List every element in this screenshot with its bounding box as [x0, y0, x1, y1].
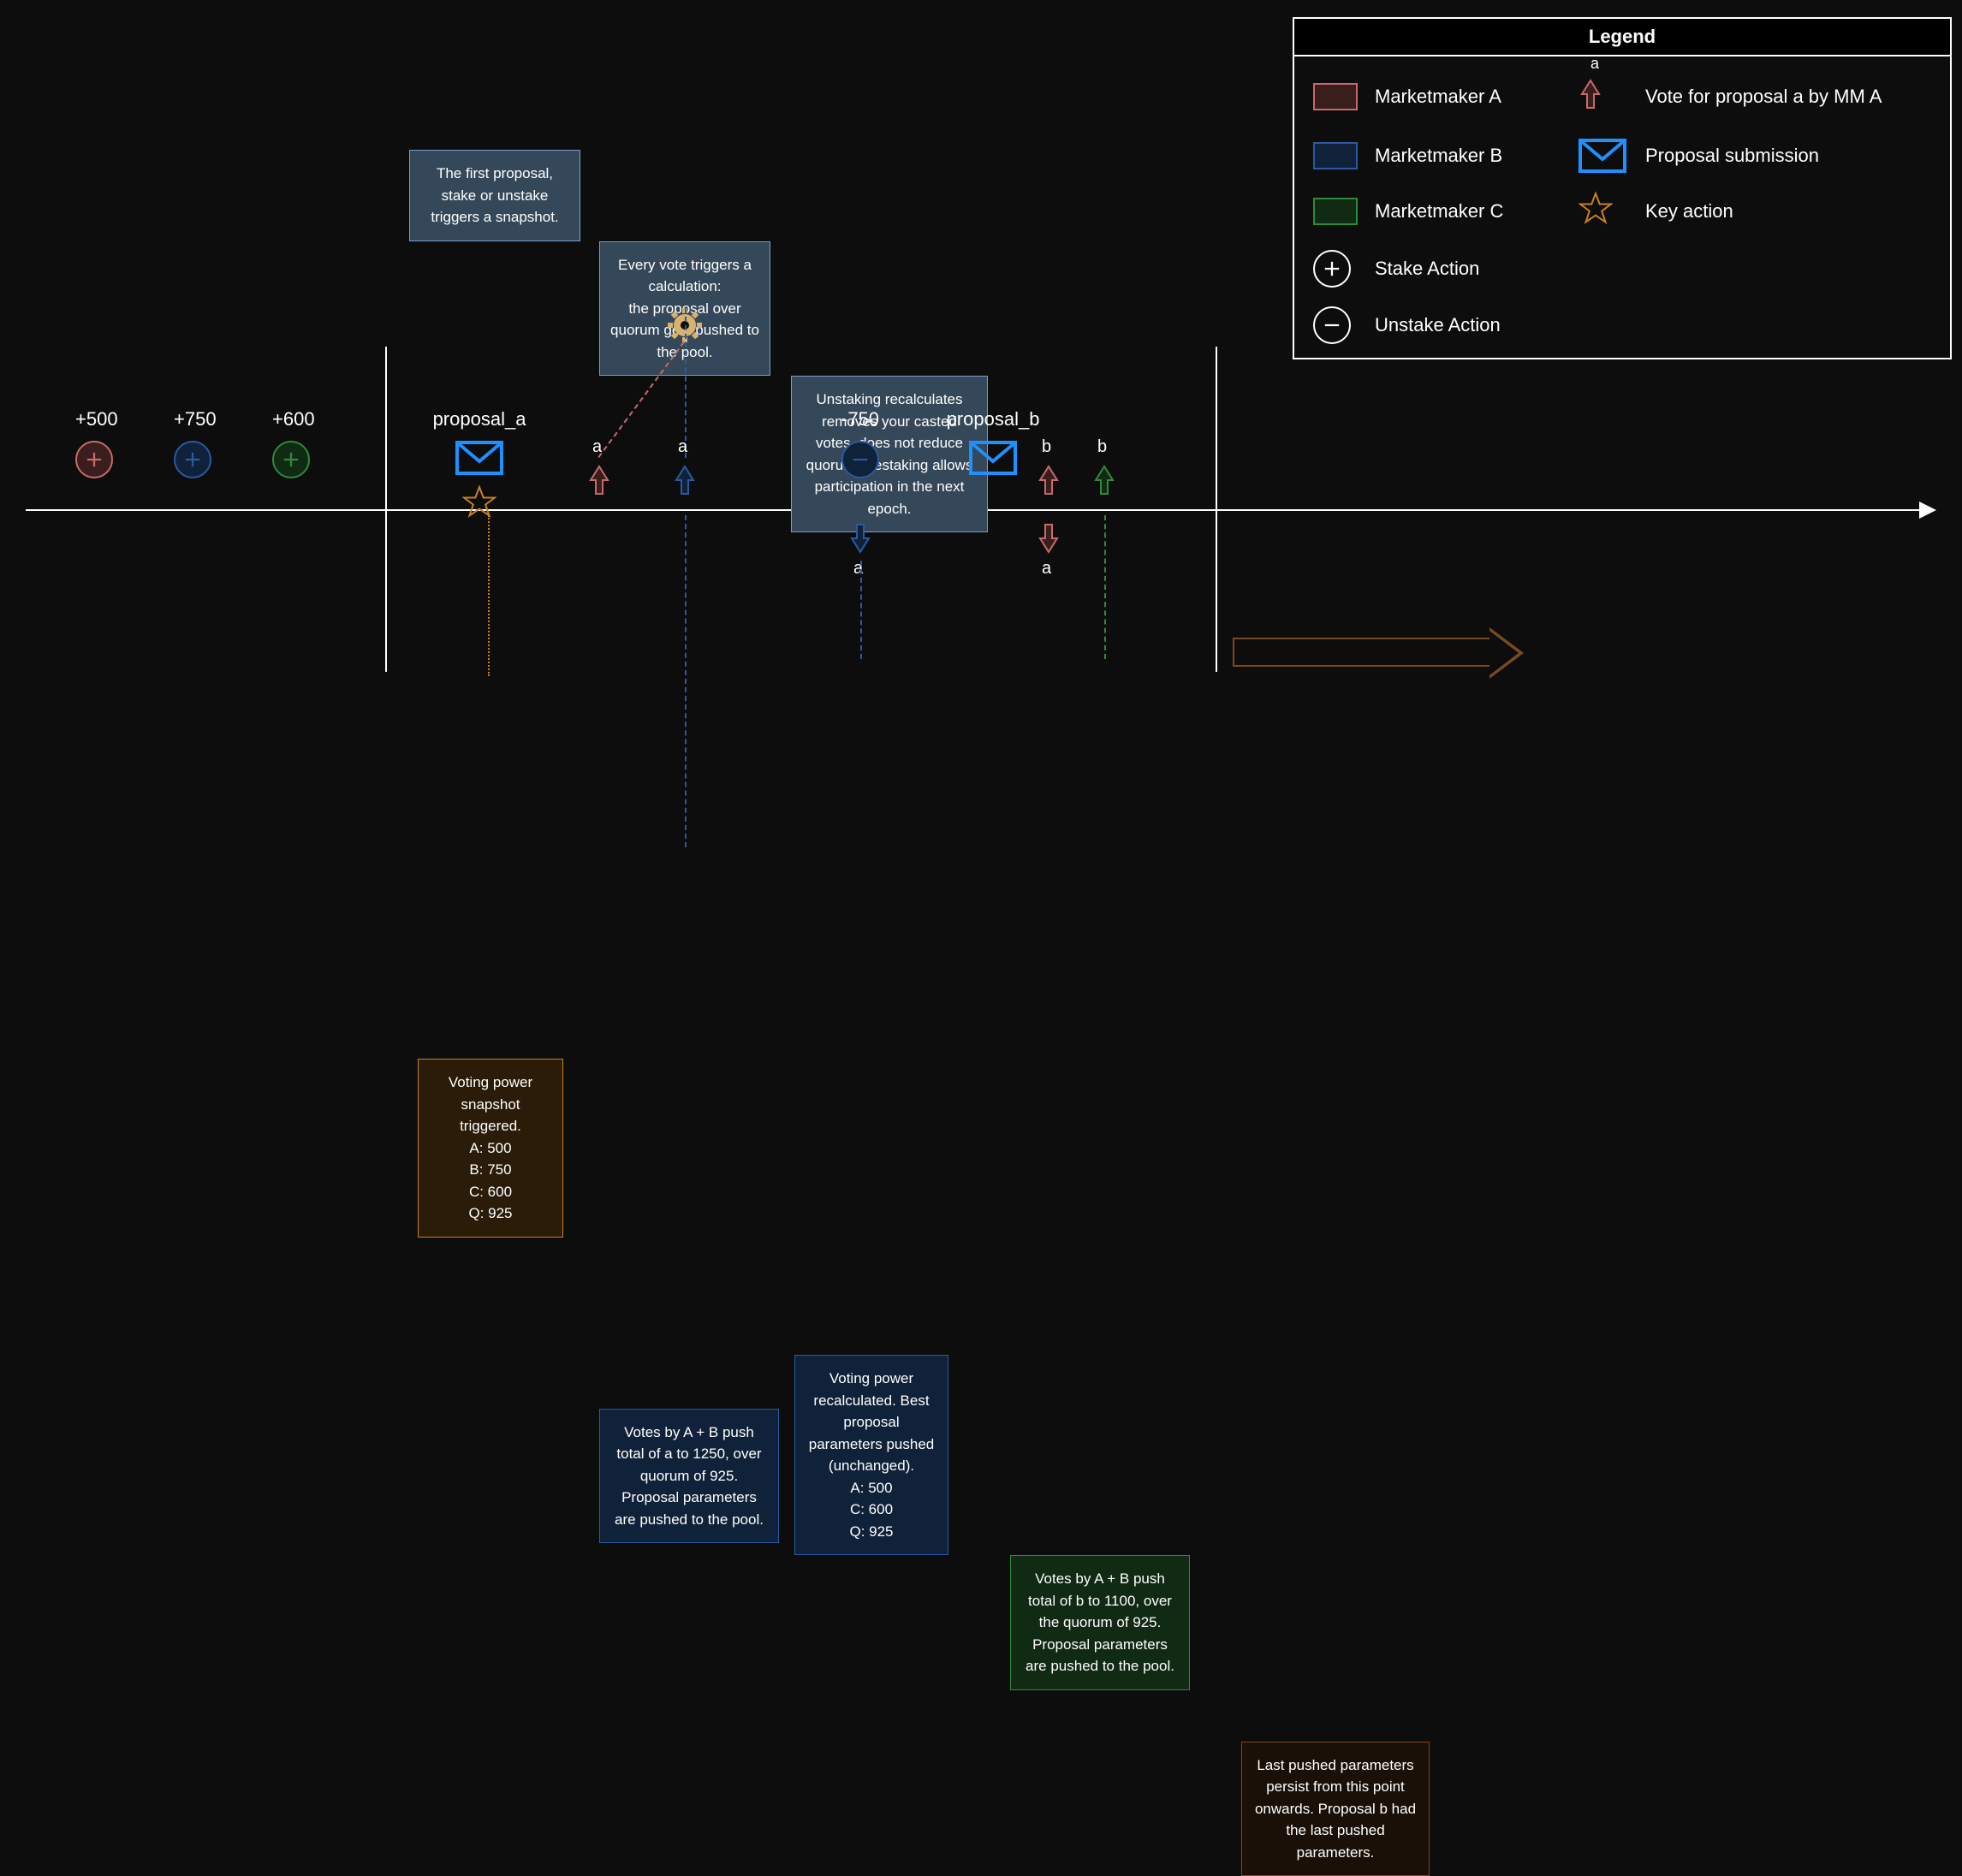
result-note: Voting power recalculated. Best proposal… [794, 1355, 948, 1555]
stake-amount: +750 [174, 408, 211, 430]
result-note: Votes by A + B push total of b to 1100, … [1010, 1555, 1190, 1690]
legend-label: Stake Action [1375, 258, 1572, 280]
proposal-event: proposal_b [969, 441, 1017, 475]
result-note: Votes by A + B push total of a to 1250, … [599, 1409, 779, 1544]
info-note: The first proposal, stake or unstake tri… [409, 150, 580, 241]
stake-event: +600 [272, 441, 310, 478]
star-icon [1579, 192, 1638, 231]
uparrow-icon: a [1579, 74, 1638, 120]
vote-label: b [1097, 437, 1107, 457]
vote-label: a [592, 437, 602, 457]
vote-up [587, 460, 611, 506]
result-note: Voting power snapshot triggered.A: 500B:… [418, 1059, 563, 1238]
minus-icon [841, 441, 879, 478]
proposal-title: proposal_b [907, 408, 1079, 430]
legend-label: Key action [1645, 200, 1931, 223]
stake-event: +750 [174, 441, 211, 478]
minus-icon [1313, 306, 1351, 344]
plus-icon [1313, 250, 1351, 288]
legend-label: Marketmaker A [1375, 86, 1572, 108]
envelope-icon [969, 441, 1017, 475]
plus-icon [75, 441, 113, 478]
connector [1104, 515, 1106, 659]
legend-label: Marketmaker B [1375, 145, 1572, 167]
legend-label: Vote for proposal a by MM A [1645, 86, 1931, 108]
vote-up [673, 460, 697, 506]
vote-down [848, 518, 872, 564]
stake-event: +500 [75, 441, 113, 478]
vote-label: a [1042, 559, 1051, 579]
info-note: Unstaking recalculates removes your cast… [791, 376, 988, 532]
legend-label: Marketmaker C [1375, 200, 1572, 223]
vote-label: b [1042, 437, 1051, 457]
connector [860, 561, 862, 659]
stake-amount: +600 [272, 408, 310, 430]
envelope-icon [1579, 139, 1638, 173]
legend-swatch [1313, 198, 1358, 225]
legend-label: Proposal submission [1645, 145, 1931, 167]
legend-swatch [1313, 83, 1358, 110]
proposal-event: proposal_a [455, 441, 503, 475]
plus-icon [174, 441, 211, 478]
plus-icon [272, 441, 310, 478]
vote-up [1037, 460, 1061, 506]
envelope-icon [455, 441, 503, 475]
legend-title: Legend [1294, 19, 1950, 56]
unstake-event: -750 [841, 441, 879, 478]
connector [685, 515, 687, 847]
star-icon [462, 485, 496, 525]
proposal-title: proposal_a [394, 408, 565, 430]
vote-label: a [678, 437, 687, 457]
legend-swatch [1313, 142, 1358, 169]
persist-arrow [1233, 638, 1489, 667]
connector [488, 515, 490, 676]
vote-up [1092, 460, 1116, 506]
result-note: Last pushed parameters persist from this… [1241, 1742, 1430, 1876]
legend-label: Unstake Action [1375, 314, 1572, 336]
stake-amount: +500 [75, 408, 113, 430]
unstake-amount: -750 [841, 408, 879, 430]
legend: Legend Marketmaker A a Vote for proposal a … [1293, 17, 1952, 359]
vote-down [1037, 518, 1061, 564]
